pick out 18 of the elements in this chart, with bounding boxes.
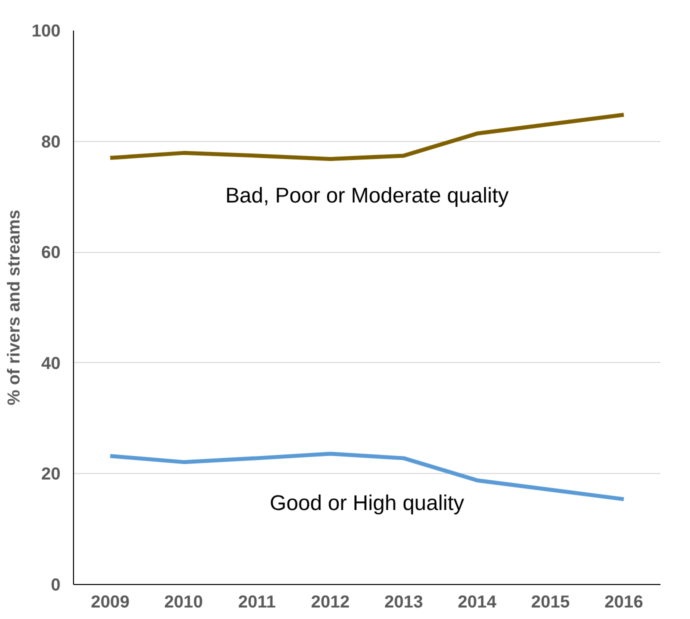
y-tick-label: 60	[41, 242, 61, 262]
line-series	[108, 112, 626, 162]
x-tick-label: 2010	[164, 592, 203, 612]
y-tick-label: 40	[41, 352, 61, 373]
y-tick-label: 20	[41, 464, 61, 484]
y-axis-title: % of rivers and streams	[4, 210, 24, 406]
y-tick-label: 80	[41, 131, 61, 152]
x-tick-label: 2016	[604, 592, 644, 612]
series-label: Bad, Poor or Moderate quality	[225, 184, 510, 208]
x-tick-label: 2012	[311, 592, 350, 612]
x-tick-label: 2013	[384, 592, 424, 612]
x-tick-label: 2015	[531, 592, 570, 612]
y-tick-label: 0	[50, 574, 61, 594]
x-tick-label: 2014	[458, 592, 497, 612]
x-tick-label: 2009	[90, 592, 130, 612]
y-tick-label: 100	[32, 20, 61, 40]
series-label: Good or High quality	[270, 491, 465, 516]
x-tick-label: 2011	[238, 592, 276, 612]
